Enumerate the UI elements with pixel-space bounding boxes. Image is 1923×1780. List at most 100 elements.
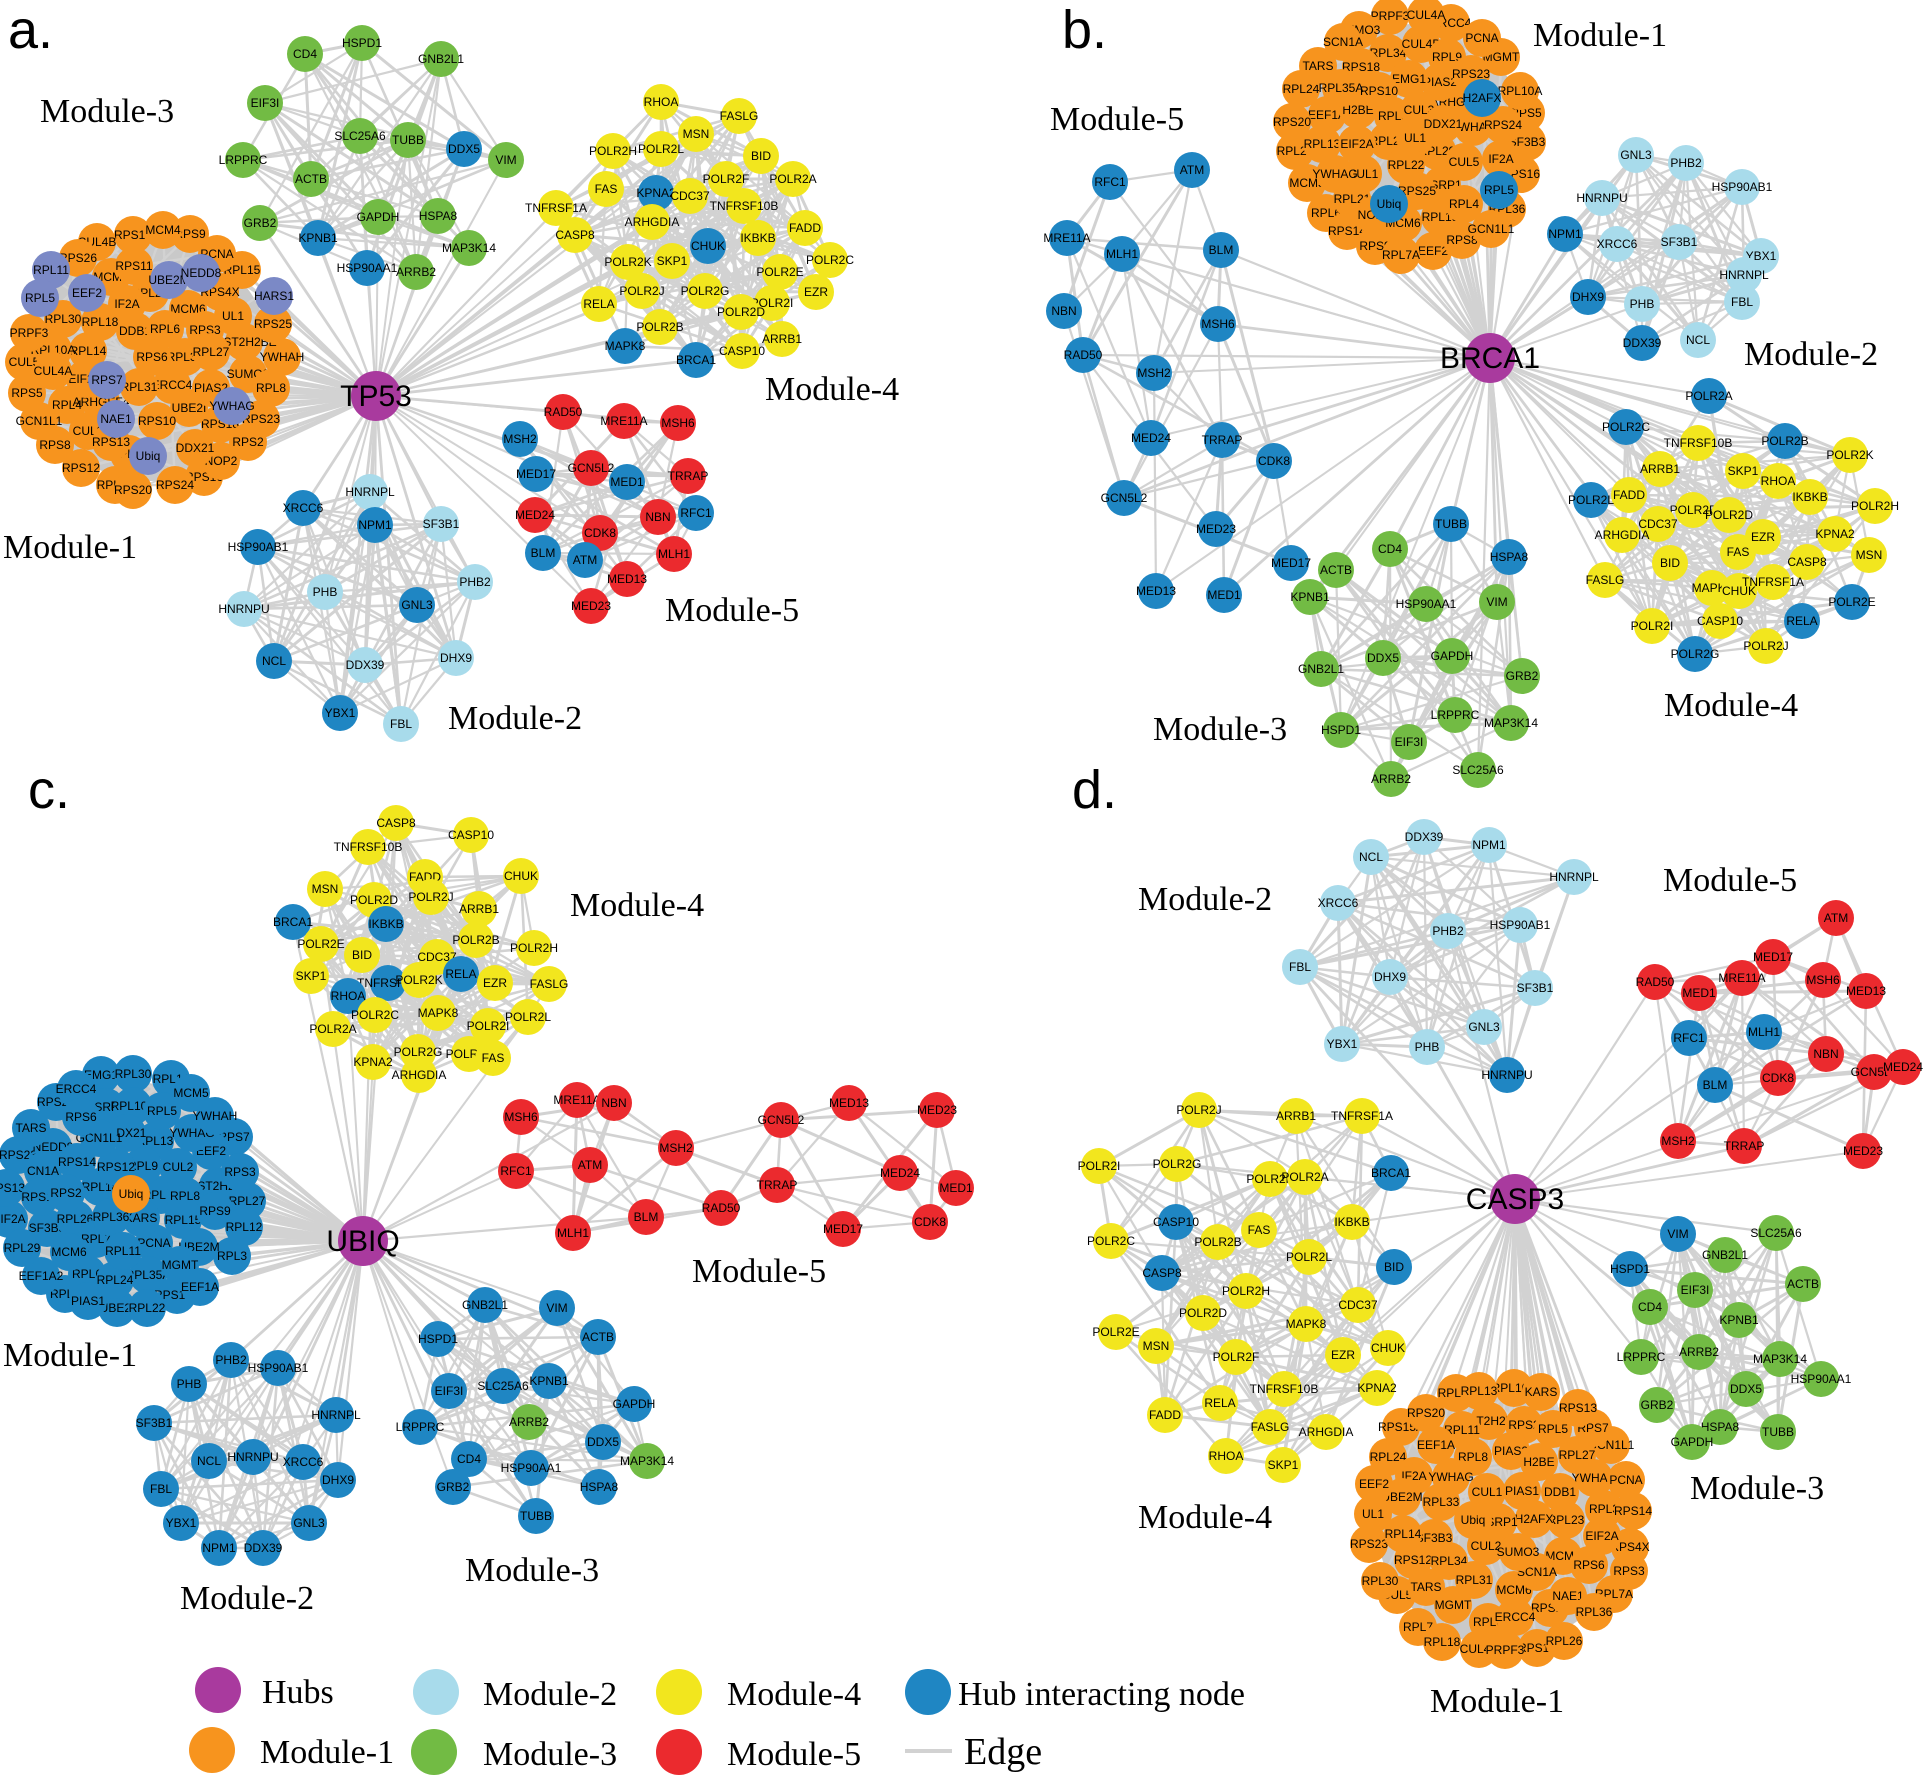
svg-text:PHB: PHB [313, 585, 338, 599]
svg-text:PIAS1: PIAS1 [71, 1294, 105, 1308]
svg-text:MSN: MSN [1856, 548, 1883, 562]
svg-text:Module-5: Module-5 [665, 592, 799, 629]
svg-text:MSH6: MSH6 [1201, 317, 1235, 331]
svg-text:Module-1: Module-1 [260, 1734, 394, 1771]
svg-text:DHX9: DHX9 [440, 651, 472, 665]
svg-text:RPL31: RPL31 [121, 380, 158, 394]
svg-text:RPL6: RPL6 [150, 322, 180, 336]
svg-text:MAP3K14: MAP3K14 [1484, 716, 1538, 730]
svg-text:UBE2I: UBE2I [172, 401, 207, 415]
svg-text:CUL1: CUL1 [1348, 167, 1379, 181]
svg-text:ARRB1: ARRB1 [762, 332, 802, 346]
svg-text:Module-5: Module-5 [692, 1253, 826, 1290]
svg-text:NBN: NBN [601, 1096, 626, 1110]
svg-text:EIF2A: EIF2A [0, 1212, 26, 1226]
svg-text:EIF2A: EIF2A [1585, 1529, 1618, 1543]
svg-text:RPL27: RPL27 [193, 345, 230, 359]
svg-text:Ubiq: Ubiq [119, 1187, 144, 1201]
svg-text:PCNA: PCNA [1609, 1473, 1642, 1487]
svg-text:MCM6: MCM6 [1496, 1583, 1532, 1597]
svg-text:RPL36: RPL36 [93, 1210, 130, 1224]
svg-text:RPS8: RPS8 [1446, 233, 1478, 247]
svg-text:ATM: ATM [578, 1158, 602, 1172]
svg-text:PCNA: PCNA [137, 1236, 170, 1250]
svg-text:NBN: NBN [1813, 1047, 1838, 1061]
svg-text:POLR2I: POLR2I [1078, 1159, 1121, 1173]
svg-text:FASLG: FASLG [720, 109, 759, 123]
svg-text:POLR2H: POLR2H [589, 144, 637, 158]
svg-text:RPL8: RPL8 [1458, 1450, 1488, 1464]
svg-text:MAP3K14: MAP3K14 [620, 1454, 674, 1468]
svg-text:DDX21: DDX21 [1424, 117, 1463, 131]
svg-text:MCM6: MCM6 [170, 302, 206, 316]
svg-text:IKBKB: IKBKB [740, 231, 775, 245]
svg-text:NEDD8: NEDD8 [181, 266, 222, 280]
svg-text:RHOA: RHOA [644, 95, 679, 109]
svg-text:NAE1: NAE1 [100, 412, 132, 426]
svg-text:RPL27: RPL27 [1559, 1448, 1596, 1462]
svg-text:KARS: KARS [125, 1211, 158, 1225]
svg-text:H2BE: H2BE [1342, 103, 1373, 117]
svg-text:RPS6: RPS6 [1573, 1558, 1605, 1572]
svg-text:NPM1: NPM1 [358, 518, 392, 532]
svg-text:CUL2: CUL2 [1471, 1539, 1502, 1553]
svg-text:Ubiq: Ubiq [1461, 1513, 1486, 1527]
svg-text:FBL: FBL [1731, 295, 1753, 309]
svg-text:RPL13: RPL13 [137, 1134, 174, 1148]
svg-text:Module-4: Module-4 [570, 887, 704, 924]
svg-text:CUL4A: CUL4A [34, 364, 73, 378]
svg-text:RPS10: RPS10 [138, 414, 176, 428]
svg-text:RPL26: RPL26 [1546, 1634, 1583, 1648]
svg-text:POLR2H: POLR2H [1222, 1284, 1270, 1298]
svg-text:SF3B1: SF3B1 [136, 1416, 173, 1430]
svg-text:HSP90AB1: HSP90AB1 [228, 540, 289, 554]
svg-text:ACTB: ACTB [1320, 563, 1352, 577]
svg-text:BID: BID [1660, 556, 1680, 570]
svg-text:RPS12: RPS12 [1394, 1553, 1432, 1567]
svg-text:Module-2: Module-2 [1138, 881, 1272, 918]
svg-text:CD4: CD4 [1638, 1300, 1662, 1314]
svg-text:GNL3: GNL3 [1620, 148, 1652, 162]
svg-text:GNB2L1: GNB2L1 [462, 1298, 508, 1312]
svg-text:DDX39: DDX39 [1623, 336, 1662, 350]
svg-text:BRCA1: BRCA1 [676, 353, 716, 367]
svg-text:PHB: PHB [1415, 1040, 1440, 1054]
svg-text:PHB2: PHB2 [215, 1353, 247, 1367]
svg-text:SF3B3: SF3B3 [29, 1221, 66, 1235]
svg-text:RPL13: RPL13 [1304, 137, 1341, 151]
svg-text:HSP90AB1: HSP90AB1 [1712, 180, 1773, 194]
svg-text:DHX9: DHX9 [1572, 290, 1604, 304]
svg-text:MCM4: MCM4 [145, 223, 181, 237]
svg-text:Module-4: Module-4 [1138, 1499, 1272, 1536]
svg-text:KPNA2: KPNA2 [1357, 1381, 1397, 1395]
svg-text:POLR2J: POLR2J [1743, 639, 1788, 653]
svg-text:RPL35A: RPL35A [1319, 81, 1364, 95]
svg-text:POLR2L: POLR2L [1286, 1250, 1332, 1264]
svg-text:RPL33: RPL33 [1423, 1495, 1460, 1509]
svg-text:MED23: MED23 [1196, 522, 1236, 536]
svg-text:YWHAG: YWHAG [1312, 167, 1357, 181]
svg-text:POLR2C: POLR2C [806, 253, 854, 267]
svg-text:TRRAP: TRRAP [668, 469, 709, 483]
svg-text:HSP90AA1: HSP90AA1 [1396, 597, 1457, 611]
svg-text:TNFRSF10B: TNFRSF10B [334, 840, 403, 854]
svg-text:SCN1A: SCN1A [1323, 35, 1363, 49]
svg-text:XRCC6: XRCC6 [283, 1455, 324, 1469]
svg-text:CHUK: CHUK [504, 869, 538, 883]
svg-text:RPS18: RPS18 [1342, 60, 1380, 74]
svg-text:CUL2: CUL2 [163, 1160, 194, 1174]
svg-text:EEF1A2: EEF1A2 [19, 1269, 64, 1283]
svg-text:RPS4X: RPS4X [1610, 1540, 1649, 1554]
svg-text:POLR2L: POLR2L [638, 142, 684, 156]
svg-text:Module-2: Module-2 [180, 1580, 314, 1617]
svg-text:RELA: RELA [1786, 614, 1817, 628]
svg-text:SLC25A6: SLC25A6 [1452, 763, 1504, 777]
svg-text:Hub interacting node: Hub interacting node [958, 1676, 1245, 1713]
svg-text:TNFRSF1A: TNFRSF1A [525, 201, 587, 215]
svg-text:HSPA8: HSPA8 [1490, 550, 1529, 564]
svg-text:GCN1L1: GCN1L1 [16, 414, 63, 428]
svg-text:ACTB: ACTB [582, 1330, 614, 1344]
svg-text:SKP1: SKP1 [657, 254, 688, 268]
svg-text:HNRNPU: HNRNPU [227, 1450, 278, 1464]
svg-text:GNL3: GNL3 [293, 1516, 325, 1530]
